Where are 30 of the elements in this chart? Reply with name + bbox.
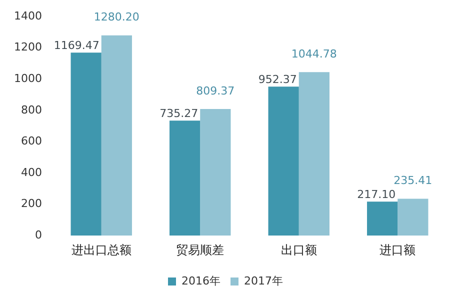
y-tick-label: 400 <box>20 166 42 179</box>
text: 952.37 <box>258 72 297 86</box>
text: 1280.20 <box>94 10 140 24</box>
x-tick-label: 进出口总额 <box>71 242 132 257</box>
y-tick-label: 600 <box>20 134 42 148</box>
bar <box>70 52 102 236</box>
bar <box>200 108 231 236</box>
y-tick-label: 1000 <box>14 72 42 86</box>
y-tick-label: 1400 <box>14 9 42 22</box>
bar <box>268 86 299 236</box>
y-tick-label: 800 <box>20 103 42 116</box>
y-tick-label: 0 <box>34 228 42 242</box>
text: 235.41 <box>394 174 432 188</box>
text: 735.27 <box>160 106 198 120</box>
y-tick-label: 1200 <box>14 40 42 54</box>
text: 809.37 <box>196 84 235 98</box>
bar <box>298 72 330 236</box>
text: 1044.78 <box>291 48 337 61</box>
x-tick-label: 贸易顺差 <box>176 242 224 257</box>
text: 1169.47 <box>54 39 100 52</box>
bar <box>101 35 132 236</box>
bar <box>170 120 200 236</box>
bar <box>398 198 428 236</box>
x-tick-label: 进口额 <box>380 242 416 257</box>
legend-label: 2017年 <box>244 274 283 288</box>
x-tick-label: 出口额 <box>280 242 317 257</box>
legend-label: 2016年 <box>182 274 221 288</box>
bar <box>367 202 398 236</box>
y-tick-label: 200 <box>20 197 42 210</box>
text: 217.10 <box>357 188 396 201</box>
